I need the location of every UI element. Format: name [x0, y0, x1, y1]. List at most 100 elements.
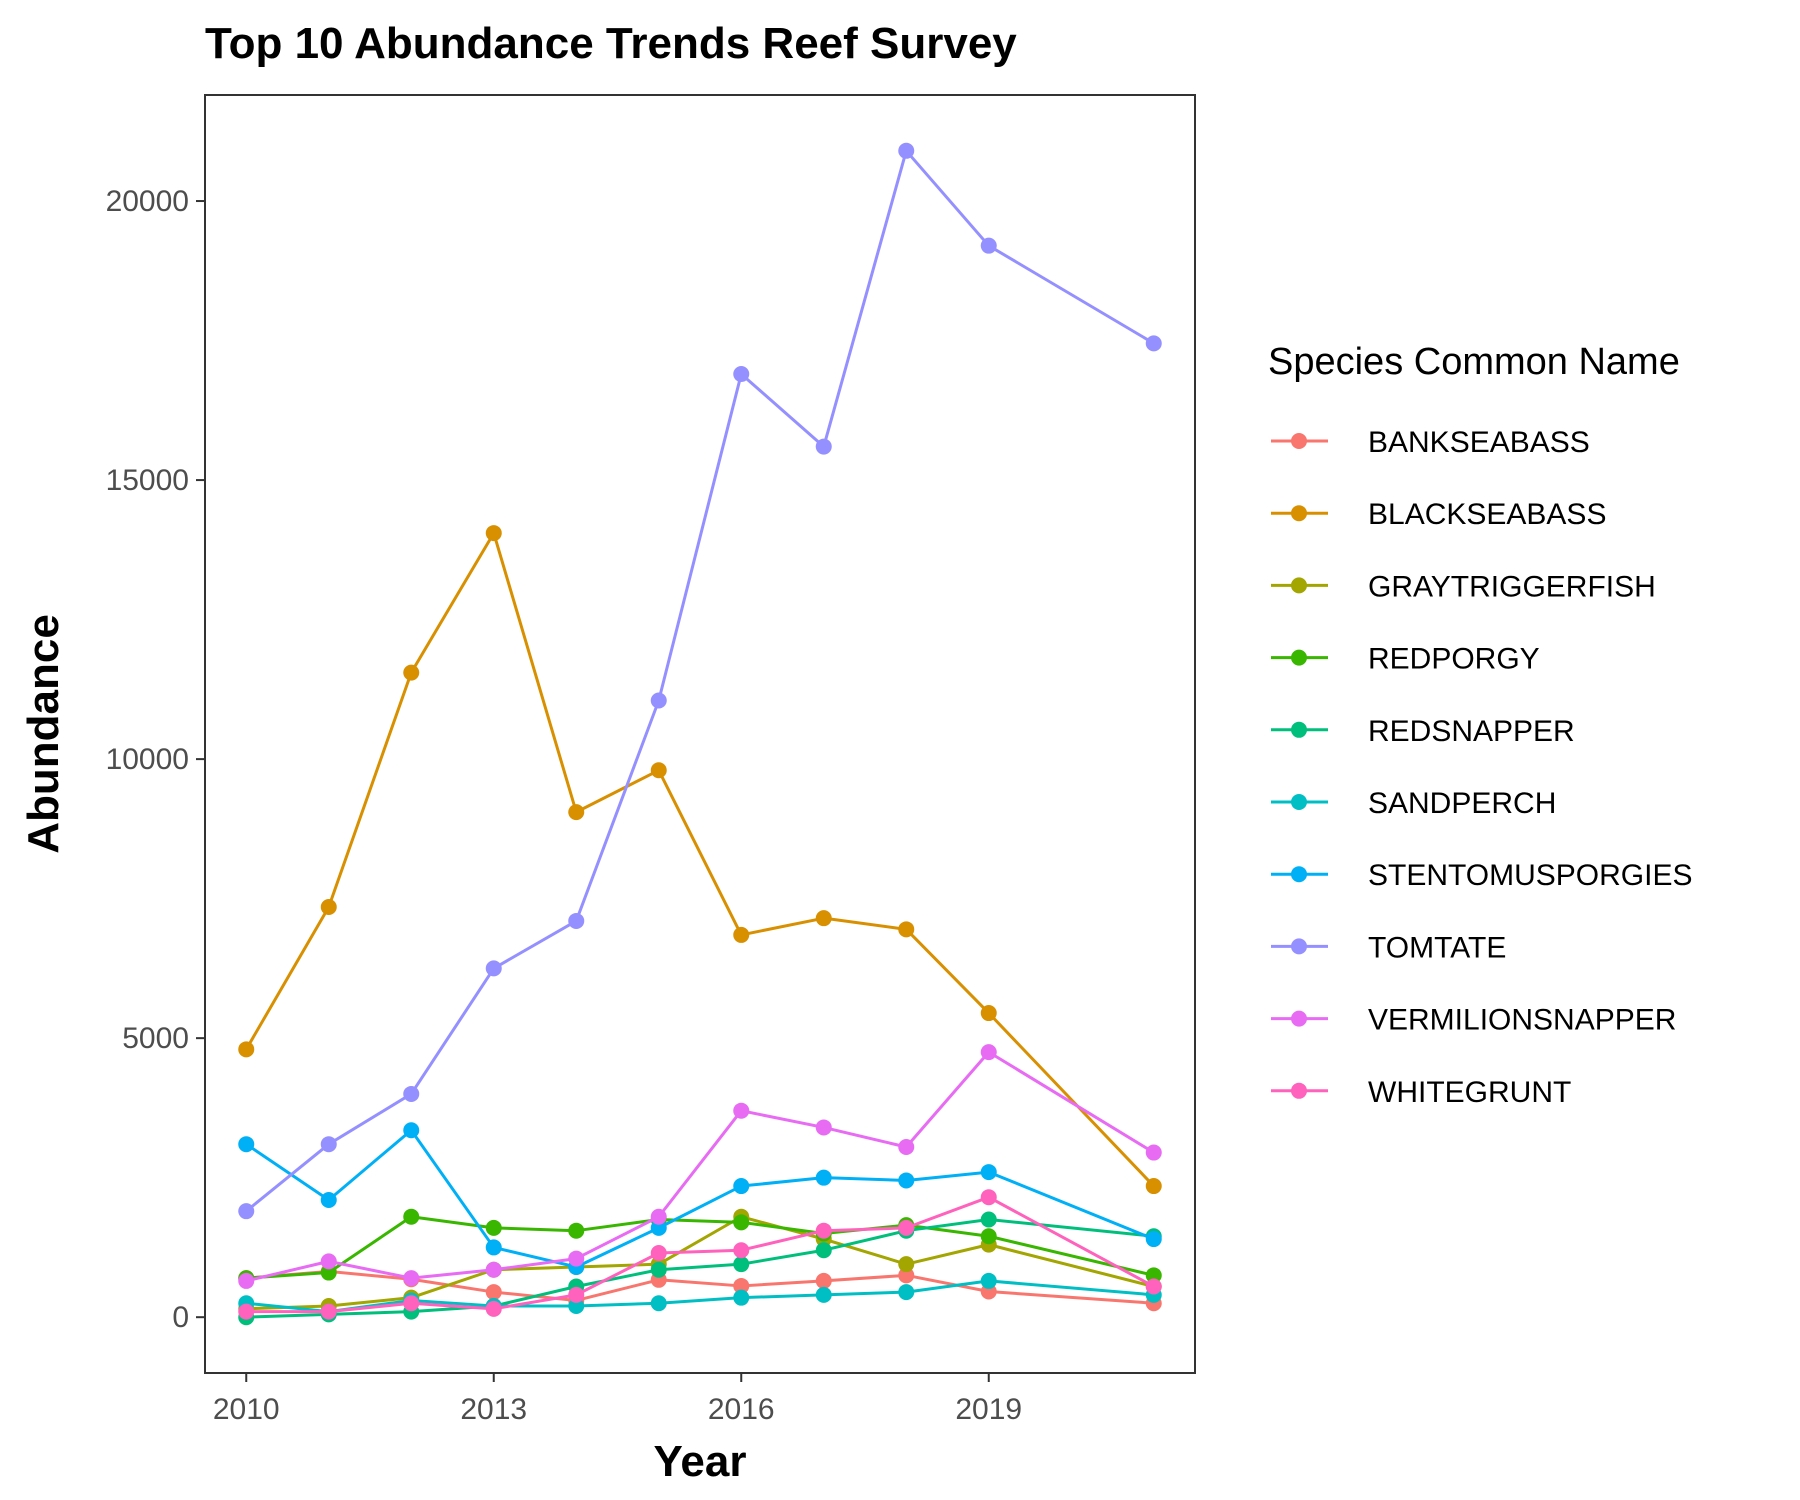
data-point — [650, 1245, 667, 1262]
data-point — [403, 1295, 420, 1312]
legend-label: GRAYTRIGGERFISH — [1368, 570, 1656, 603]
data-point — [403, 1085, 420, 1102]
data-point — [898, 1256, 915, 1273]
data-point — [980, 1164, 997, 1181]
legend-item: REDPORGY — [1271, 643, 1540, 676]
data-point — [1145, 1278, 1162, 1295]
data-point — [485, 1300, 502, 1317]
legend-key-point — [1291, 505, 1307, 522]
data-point — [733, 1214, 750, 1231]
data-point — [238, 1203, 255, 1220]
legend-item: BANKSEABASS — [1271, 426, 1590, 459]
legend-key-point — [1291, 1082, 1307, 1099]
legend-item: WHITEGRUNT — [1271, 1076, 1571, 1109]
data-point — [898, 921, 915, 938]
data-point — [733, 1102, 750, 1119]
data-point — [238, 1303, 255, 1320]
y-tick-label: 10000 — [106, 743, 189, 776]
data-point — [733, 1256, 750, 1273]
data-point — [980, 1005, 997, 1022]
data-point — [898, 1138, 915, 1155]
x-axis: 2010 2013 2016 2019 — [213, 1373, 1022, 1426]
x-tick-label: 2016 — [708, 1393, 775, 1426]
data-point — [568, 1250, 585, 1267]
data-point — [238, 1272, 255, 1289]
data-point — [320, 1136, 337, 1153]
data-point — [568, 1298, 585, 1315]
data-point — [650, 1295, 667, 1312]
data-point — [650, 762, 667, 779]
series-whitegrunt — [238, 1189, 1162, 1320]
data-point — [815, 1272, 832, 1289]
data-point — [320, 1191, 337, 1208]
data-point — [815, 1242, 832, 1259]
data-point — [320, 1303, 337, 1320]
data-point — [650, 692, 667, 709]
data-point — [485, 1219, 502, 1236]
y-axis-title: Abundance — [19, 614, 68, 854]
data-point — [898, 1267, 915, 1284]
data-point — [1145, 1231, 1162, 1248]
data-point — [568, 1286, 585, 1303]
legend-label: SANDPERCH — [1368, 787, 1556, 820]
legend-key-point — [1291, 433, 1307, 449]
data-point — [898, 1284, 915, 1301]
y-tick-label: 5000 — [122, 1022, 189, 1055]
data-point — [815, 910, 832, 927]
data-point — [650, 1261, 667, 1278]
data-point — [815, 1169, 832, 1186]
data-point — [650, 1219, 667, 1236]
legend-label: STENTOMUSPORGIES — [1368, 859, 1693, 892]
legend-item: GRAYTRIGGERFISH — [1271, 570, 1656, 603]
data-point — [568, 912, 585, 929]
data-point — [485, 1239, 502, 1256]
data-point — [980, 1272, 997, 1289]
series-layer — [238, 142, 1162, 1326]
data-point — [568, 804, 585, 821]
data-point — [485, 525, 502, 542]
legend-item: VERMILIONSNAPPER — [1271, 1004, 1676, 1037]
legend-key-point — [1291, 649, 1307, 666]
legend: Species Common Name BANKSEABASS BLACKSEAB… — [1268, 341, 1693, 1109]
data-point — [568, 1222, 585, 1239]
legend-key-point — [1291, 866, 1307, 883]
legend-item: SANDPERCH — [1271, 787, 1556, 820]
legend-key-point — [1291, 1010, 1307, 1027]
data-point — [815, 1222, 832, 1239]
data-point — [815, 438, 832, 455]
legend-label: WHITEGRUNT — [1368, 1076, 1571, 1109]
data-point — [238, 1136, 255, 1153]
legend-item: REDSNAPPER — [1271, 715, 1575, 748]
data-point — [898, 1172, 915, 1189]
y-tick-label: 20000 — [106, 185, 189, 218]
data-point — [1145, 335, 1162, 352]
legend-key-point — [1291, 938, 1307, 955]
data-point — [898, 1219, 915, 1236]
legend-key-point — [1291, 794, 1307, 810]
data-point — [815, 1119, 832, 1136]
data-point — [403, 1208, 420, 1225]
legend-title: Species Common Name — [1268, 341, 1680, 383]
legend-item: TOMTATE — [1271, 931, 1506, 964]
legend-key-point — [1291, 577, 1307, 594]
x-tick-label: 2013 — [460, 1393, 527, 1426]
data-point — [238, 1041, 255, 1058]
data-point — [650, 1208, 667, 1225]
data-point — [403, 664, 420, 681]
data-point — [1145, 1178, 1162, 1195]
data-point — [980, 1211, 997, 1228]
data-point — [733, 1178, 750, 1195]
legend-item: STENTOMUSPORGIES — [1271, 859, 1693, 892]
data-point — [320, 1253, 337, 1270]
series-blackseabass — [238, 525, 1162, 1195]
legend-label: REDPORGY — [1368, 643, 1540, 676]
data-point — [980, 237, 997, 254]
legend-item: BLACKSEABASS — [1271, 498, 1606, 531]
series-stentomusporgies — [238, 1122, 1162, 1275]
legend-label: BANKSEABASS — [1368, 426, 1590, 459]
data-point — [980, 1228, 997, 1245]
chart-title: Top 10 Abundance Trends Reef Survey — [205, 19, 1017, 68]
legend-items: BANKSEABASS BLACKSEABASS GRAYTRIGGERFISH RE… — [1271, 426, 1693, 1109]
x-tick-label: 2019 — [955, 1393, 1022, 1426]
